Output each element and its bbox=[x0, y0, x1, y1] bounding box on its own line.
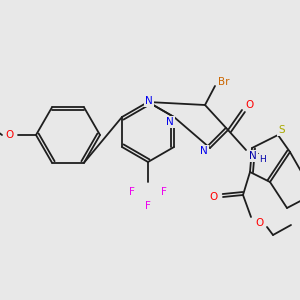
Text: N: N bbox=[249, 151, 257, 161]
Text: Br: Br bbox=[218, 77, 230, 87]
Text: F: F bbox=[129, 187, 135, 197]
Text: O: O bbox=[6, 130, 14, 140]
Text: F: F bbox=[161, 187, 167, 197]
Text: S: S bbox=[279, 125, 285, 135]
Text: N: N bbox=[200, 146, 208, 156]
Text: O: O bbox=[210, 192, 218, 202]
Text: O: O bbox=[246, 100, 254, 110]
Text: F: F bbox=[145, 201, 151, 211]
Text: H: H bbox=[259, 155, 266, 164]
Text: N: N bbox=[166, 117, 174, 127]
Text: N: N bbox=[145, 96, 153, 106]
Text: O: O bbox=[256, 218, 264, 228]
